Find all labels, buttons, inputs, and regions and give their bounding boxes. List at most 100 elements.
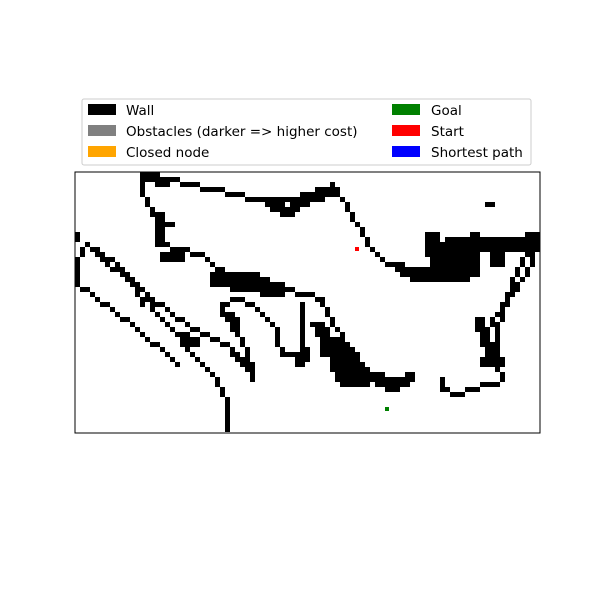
- wall-cell: [410, 277, 415, 282]
- wall-cell: [495, 312, 500, 317]
- wall-cell: [475, 252, 480, 257]
- wall-cell: [175, 247, 180, 252]
- wall-cell: [195, 342, 200, 347]
- wall-cell: [145, 337, 150, 342]
- wall-cell: [535, 237, 540, 242]
- wall-cell: [425, 272, 430, 277]
- wall-cell: [155, 177, 160, 182]
- wall-cell: [310, 197, 315, 202]
- wall-cell: [345, 352, 350, 357]
- wall-cell: [525, 237, 530, 242]
- wall-cell: [155, 237, 160, 242]
- wall-cell: [325, 192, 330, 197]
- wall-cell: [230, 312, 235, 317]
- wall-cell: [325, 342, 330, 347]
- wall-cell: [350, 347, 355, 352]
- wall-cell: [490, 352, 495, 357]
- wall-cell: [490, 357, 495, 362]
- wall-cell: [185, 182, 190, 187]
- wall-cell: [335, 377, 340, 382]
- wall-cell: [425, 277, 430, 282]
- wall-cell: [285, 212, 290, 217]
- wall-cell: [225, 427, 230, 432]
- wall-cell: [305, 197, 310, 202]
- wall-cell: [155, 312, 160, 317]
- wall-cell: [495, 367, 500, 372]
- wall-cell: [165, 322, 170, 327]
- wall-cell: [145, 177, 150, 182]
- wall-cell: [240, 192, 245, 197]
- wall-cell: [170, 257, 175, 262]
- wall-cell: [150, 212, 155, 217]
- wall-cell: [225, 412, 230, 417]
- wall-cell: [305, 352, 310, 357]
- wall-cell: [295, 352, 300, 357]
- wall-cell: [360, 367, 365, 372]
- legend-label-closed: Closed node: [126, 145, 209, 161]
- wall-cell: [345, 377, 350, 382]
- wall-cell: [470, 262, 475, 267]
- wall-cell: [400, 272, 405, 277]
- wall-cell: [315, 197, 320, 202]
- wall-cell: [430, 277, 435, 282]
- wall-cell: [225, 302, 230, 307]
- wall-cell: [330, 367, 335, 372]
- wall-cell: [275, 202, 280, 207]
- wall-cell: [285, 197, 290, 202]
- wall-cell: [230, 317, 235, 322]
- wall-cell: [455, 267, 460, 272]
- wall-cell: [355, 367, 360, 372]
- wall-cell: [250, 197, 255, 202]
- wall-cell: [225, 397, 230, 402]
- wall-cell: [385, 387, 390, 392]
- wall-cell: [290, 212, 295, 217]
- wall-cell: [125, 272, 130, 277]
- wall-cell: [385, 382, 390, 387]
- legend-label-path: Shortest path: [431, 145, 523, 161]
- wall-cell: [495, 262, 500, 267]
- wall-cell: [465, 252, 470, 257]
- wall-cell: [225, 407, 230, 412]
- wall-cell: [505, 237, 510, 242]
- wall-cell: [280, 347, 285, 352]
- wall-cell: [220, 307, 225, 312]
- wall-cell: [365, 372, 370, 377]
- wall-cell: [295, 357, 300, 362]
- wall-cell: [370, 377, 375, 382]
- wall-cell: [225, 422, 230, 427]
- wall-cell: [515, 287, 520, 292]
- goal-marker: [385, 407, 389, 411]
- wall-cell: [145, 172, 150, 177]
- wall-cell: [230, 322, 235, 327]
- wall-cell: [130, 322, 135, 327]
- wall-cell: [300, 192, 305, 197]
- wall-cell: [415, 272, 420, 277]
- wall-cell: [235, 357, 240, 362]
- wall-cell: [435, 267, 440, 272]
- wall-cell: [195, 327, 200, 332]
- wall-cell: [185, 337, 190, 342]
- wall-cell: [515, 282, 520, 287]
- wall-cell: [530, 232, 535, 237]
- wall-cell: [365, 367, 370, 372]
- wall-cell: [325, 352, 330, 357]
- wall-cell: [150, 307, 155, 312]
- wall-cell: [245, 277, 250, 282]
- legend-swatch-path: [392, 146, 420, 157]
- wall-cell: [260, 292, 265, 297]
- wall-cell: [485, 332, 490, 337]
- wall-cell: [165, 177, 170, 182]
- legend-swatch-goal: [392, 104, 420, 115]
- wall-cell: [485, 357, 490, 362]
- wall-cell: [145, 297, 150, 302]
- wall-cell: [445, 252, 450, 257]
- wall-cell: [305, 347, 310, 352]
- wall-cell: [470, 387, 475, 392]
- wall-cell: [155, 182, 160, 187]
- wall-cell: [385, 262, 390, 267]
- wall-cell: [460, 237, 465, 242]
- wall-cell: [520, 237, 525, 242]
- wall-cell: [485, 237, 490, 242]
- wall-cell: [390, 262, 395, 267]
- wall-cell: [210, 277, 215, 282]
